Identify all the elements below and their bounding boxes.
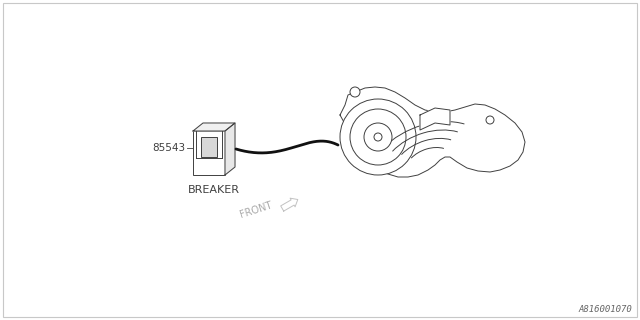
Polygon shape (420, 108, 450, 130)
Circle shape (350, 109, 406, 165)
Polygon shape (225, 123, 235, 175)
Circle shape (350, 87, 360, 97)
Circle shape (374, 133, 382, 141)
Text: BREAKER: BREAKER (188, 185, 240, 195)
Circle shape (486, 116, 494, 124)
Text: A816001070: A816001070 (579, 305, 632, 314)
Polygon shape (340, 87, 525, 177)
Polygon shape (193, 123, 235, 131)
Text: 85543: 85543 (152, 143, 185, 153)
Bar (201, 137, 217, 156)
Text: FRONT: FRONT (239, 200, 273, 220)
Circle shape (340, 99, 416, 175)
Bar (193, 131, 225, 175)
Circle shape (364, 123, 392, 151)
